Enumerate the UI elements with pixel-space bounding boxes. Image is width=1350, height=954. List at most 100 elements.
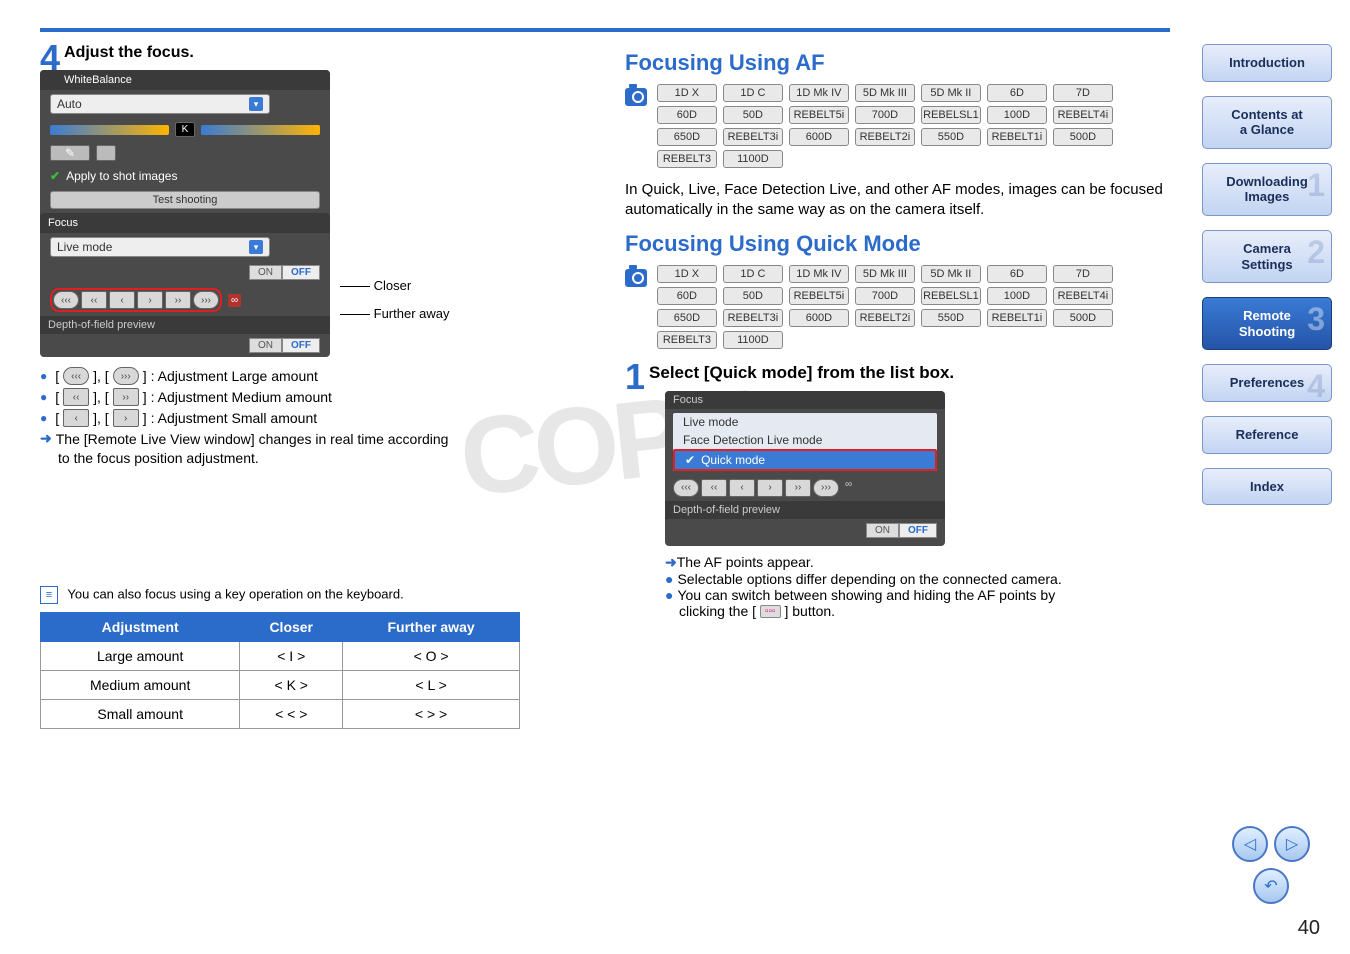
on-label: ON <box>249 338 282 353</box>
focus-mode-select[interactable]: Live mode ▾ <box>50 237 270 257</box>
table-cell: < < > <box>240 700 343 729</box>
note-line1: The [Remote Live View window] changes in… <box>56 431 449 447</box>
off-label: OFF <box>282 338 320 353</box>
focus-closer-small-icon[interactable]: ‹ <box>109 291 135 309</box>
model-badge: 1D C <box>723 84 783 102</box>
bullet-icon: ● <box>665 587 673 603</box>
model-badge: 100D <box>987 287 1047 305</box>
wb-gradient <box>50 125 169 135</box>
sidebar-reference[interactable]: Reference <box>1202 416 1332 454</box>
model-badge: 650D <box>657 309 717 327</box>
model-badge: 5D Mk III <box>855 84 915 102</box>
bullet-icon: ● <box>40 411 47 425</box>
model-badge: 100D <box>987 106 1047 124</box>
heading-af: Focusing Using AF <box>625 50 1170 76</box>
apply-check-icon[interactable]: ✔ <box>50 169 60 183</box>
infinity-icon: ∞ <box>845 479 852 497</box>
sidebar-preferences[interactable]: Preferences4 <box>1202 364 1332 402</box>
left-column: 4 Adjust the focus. WhiteBalance Auto ▾ … <box>40 40 585 934</box>
model-badge: 1D Mk IV <box>789 265 849 283</box>
k-chip: K <box>175 122 196 137</box>
model-badge: 50D <box>723 106 783 124</box>
wb-value: Auto <box>57 97 82 111</box>
off-label: OFF <box>899 523 937 538</box>
model-badge: 60D <box>657 106 717 124</box>
double-left-icon: ‹‹ <box>63 388 89 406</box>
table-cell: < K > <box>240 671 343 700</box>
prev-page-button[interactable]: ◁ <box>1232 826 1268 862</box>
sidebar-index[interactable]: Index <box>1202 468 1332 506</box>
sidebar-introduction[interactable]: Introduction <box>1202 44 1332 82</box>
triple-right-icon: ››› <box>113 367 139 385</box>
focus-menu[interactable]: Live mode Face Detection Live mode ✔Quic… <box>673 413 937 471</box>
sidebar-downloading[interactable]: DownloadingImages1 <box>1202 163 1332 216</box>
back-button[interactable]: ↶ <box>1253 868 1289 904</box>
model-badge: 1100D <box>723 331 783 349</box>
focus-further-small-icon[interactable]: › <box>137 291 163 309</box>
step-title: Adjust the focus. <box>40 40 585 62</box>
sidebar-camera-settings[interactable]: CameraSettings2 <box>1202 230 1332 283</box>
menu-item-live[interactable]: Live mode <box>673 413 937 431</box>
dof-onoff[interactable]: ON OFF <box>249 338 320 353</box>
wb-header: WhiteBalance <box>40 70 330 90</box>
th-adjustment: Adjustment <box>41 613 240 642</box>
model-badge: 550D <box>921 309 981 327</box>
bullet-icon: ● <box>40 390 47 404</box>
model-badge: REBELSL1 <box>921 106 981 124</box>
focus-listbox: Focus Live mode Face Detection Live mode… <box>665 391 945 546</box>
arrow-icon: ➜ <box>665 554 677 570</box>
model-badge: 60D <box>657 287 717 305</box>
sidebar-contents[interactable]: Contents ata Glance <box>1202 96 1332 149</box>
listbox-header: Focus <box>665 391 945 409</box>
table-cell: < I > <box>240 642 343 671</box>
triple-left-icon: ‹‹‹ <box>63 367 89 385</box>
arrow-icon[interactable]: ›› <box>785 479 811 497</box>
table-cell: Medium amount <box>41 671 240 700</box>
focus-closer-large-icon[interactable]: ‹‹‹ <box>53 291 79 309</box>
dof-label: Depth-of-field preview <box>665 501 945 519</box>
step-1-header: 1 Select [Quick mode] from the list box. <box>625 359 1170 383</box>
model-badge: REBELT3 <box>657 150 717 168</box>
nav-icons: ◁ ▷ ↶ <box>1232 826 1310 904</box>
sidebar-remote-shooting[interactable]: RemoteShooting3 <box>1202 297 1332 350</box>
af-points-icon: ▫▫▫ <box>760 605 781 618</box>
dof-onoff[interactable]: ON OFF <box>866 523 937 538</box>
model-badge: 6D <box>987 84 1047 102</box>
keyboard-table: Adjustment Closer Further away Large amo… <box>40 612 520 729</box>
arrow-icon[interactable]: ‹ <box>729 479 755 497</box>
table-cell: < > > <box>343 700 520 729</box>
focus-further-med-icon[interactable]: ›› <box>165 291 191 309</box>
menu-item-face[interactable]: Face Detection Live mode <box>673 431 937 449</box>
arrow-icon[interactable]: ‹‹ <box>701 479 727 497</box>
focus-closer-med-icon[interactable]: ‹‹ <box>81 291 107 309</box>
camera-icon <box>625 88 647 106</box>
model-badge: 7D <box>1053 265 1113 283</box>
wb-select[interactable]: Auto ▾ <box>50 94 270 114</box>
apply-label: Apply to shot images <box>66 169 177 183</box>
model-badge: 1D Mk IV <box>789 84 849 102</box>
arrow-icon[interactable]: ››› <box>813 479 839 497</box>
menu-item-quick[interactable]: ✔Quick mode <box>673 449 937 471</box>
focus-further-large-icon[interactable]: ››› <box>193 291 219 309</box>
next-page-button[interactable]: ▷ <box>1274 826 1310 862</box>
table-cell: < L > <box>343 671 520 700</box>
off-label: OFF <box>282 265 320 280</box>
callout-closer: Closer <box>340 278 411 293</box>
test-shooting-button[interactable]: Test shooting <box>50 191 320 209</box>
bullet3b: clicking the [ <box>679 603 756 619</box>
model-badge: 5D Mk III <box>855 265 915 283</box>
dof-label: Depth-of-field preview <box>40 316 330 334</box>
af-onoff[interactable]: ON OFF <box>249 265 320 280</box>
eyedropper-icon[interactable]: ✎ <box>50 145 90 161</box>
model-block-quick: 1D X1D C1D Mk IV5D Mk III5D Mk II6D7D 60… <box>625 265 1170 353</box>
substep-bullets: ➜The AF points appear. ●Selectable optio… <box>665 554 1170 619</box>
legend: ●[ ‹‹‹ ], [ ››› ]: Adjustment Large amou… <box>40 367 585 466</box>
focus-arrows-highlight: ‹‹‹ ‹‹ ‹ › ›› ››› <box>50 288 222 312</box>
arrow-icon[interactable]: ‹‹‹ <box>673 479 699 497</box>
step-4-header: 4 Adjust the focus. <box>40 40 585 62</box>
step-number: 1 <box>625 359 645 395</box>
arrow-icon[interactable]: › <box>757 479 783 497</box>
legend-large: : Adjustment Large amount <box>151 368 318 384</box>
single-right-icon: › <box>113 409 139 427</box>
wb-menu-icon[interactable] <box>96 145 116 161</box>
